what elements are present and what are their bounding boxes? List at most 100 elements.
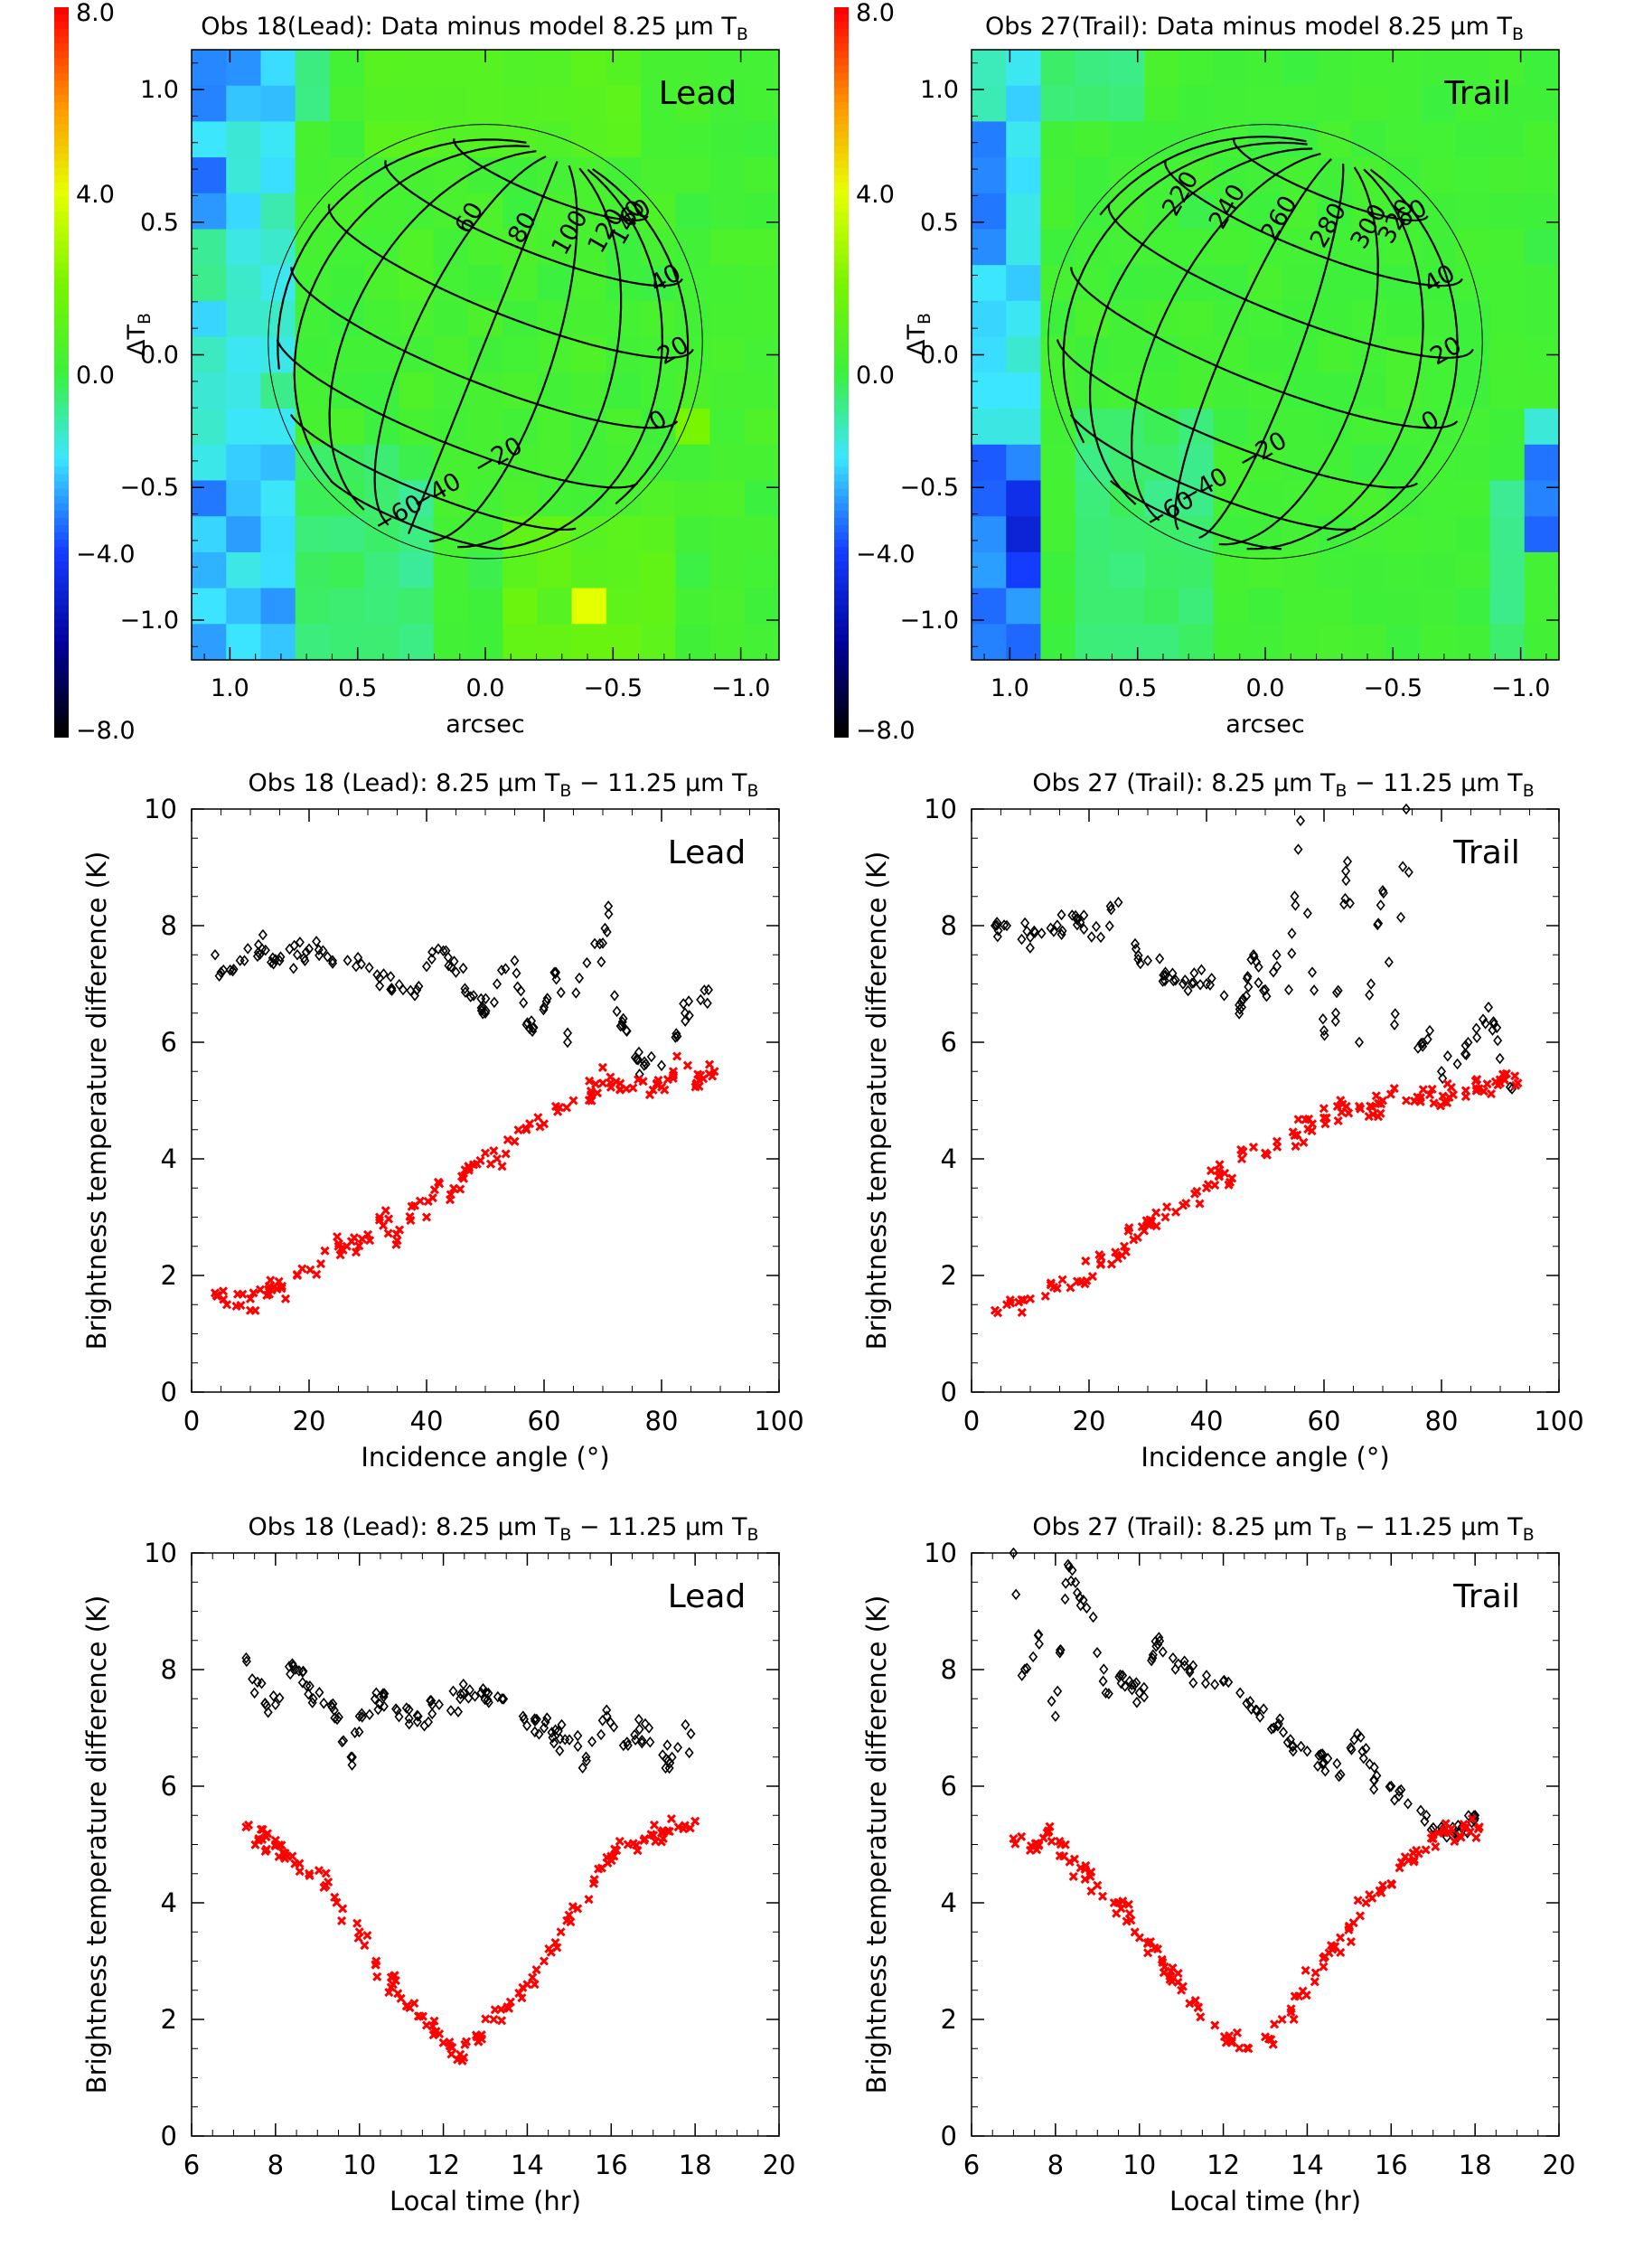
heatmap-cell: [1524, 588, 1560, 625]
heatmap-cell: [1489, 50, 1526, 87]
data-point: [1034, 1638, 1044, 1650]
heatmap-cell: [1179, 588, 1215, 625]
heatmap-cell: [295, 551, 331, 589]
data-point: [1185, 1999, 1195, 2009]
heatmap-cell: [641, 588, 676, 625]
data-point: [1341, 865, 1351, 877]
heatmap-cell: [226, 409, 262, 446]
data-point: [404, 1717, 414, 1730]
heatmap-cell: [295, 85, 331, 123]
heatmap-cell: [260, 121, 296, 158]
data-point: [404, 1703, 414, 1716]
data-point: [262, 1699, 272, 1712]
heatmap-cell: [1421, 551, 1456, 589]
data-point: [1304, 1114, 1314, 1125]
heatmap-cell: [1109, 265, 1145, 302]
heatmap-cell: [1455, 193, 1491, 231]
heatmap-cell: [641, 193, 676, 231]
data-point: [557, 1718, 567, 1731]
data-point: [426, 1694, 436, 1707]
y-tick-label: 0: [161, 1377, 177, 1407]
data-point: [1272, 949, 1282, 961]
data-point: [1120, 1680, 1130, 1692]
data-point: [1094, 1249, 1104, 1260]
data-point: [615, 1836, 624, 1847]
y-tick-label: −1.0: [899, 607, 959, 635]
data-point: [1113, 1897, 1123, 1907]
heatmap-cell: [1524, 551, 1560, 589]
heatmap-cell: [1109, 624, 1145, 661]
heatmap-cell: [606, 516, 642, 553]
latitude-line: [289, 414, 577, 531]
colorbar-tick-label: 8.0: [76, 0, 115, 27]
x-tick-label: −0.5: [1364, 674, 1423, 702]
heatmap-cell: [226, 516, 262, 553]
data-point: [1151, 1208, 1161, 1218]
plot-frame: [971, 808, 1560, 1393]
heatmap-cell: [295, 624, 331, 661]
heatmap-cell: [1144, 50, 1180, 87]
heatmap-cell: [606, 300, 642, 338]
red-series: [990, 1068, 1523, 1318]
heatmap-cell: [1144, 372, 1180, 409]
data-point: [1169, 974, 1179, 987]
data-point: [1349, 1734, 1359, 1746]
data-point: [681, 1718, 690, 1731]
data-point: [1153, 1638, 1163, 1651]
colorbar-tick-label: 4.0: [856, 181, 895, 209]
heatmap-cell: [709, 85, 746, 123]
data-point: [253, 946, 263, 958]
data-point: [464, 1692, 474, 1704]
data-point: [444, 959, 454, 972]
data-point: [1183, 984, 1193, 997]
data-point: [297, 1666, 307, 1679]
data-point: [1132, 1232, 1142, 1243]
data-point: [1219, 2031, 1229, 2042]
heatmap-cell: [433, 193, 469, 231]
data-point: [1017, 1831, 1027, 1841]
heatmap-cell: [1421, 229, 1456, 266]
data-point: [1147, 1654, 1157, 1667]
heatmap-cell: [1247, 336, 1283, 373]
heatmap-cell: [1385, 624, 1422, 661]
data-point: [662, 1739, 672, 1751]
data-point: [1336, 1933, 1346, 1943]
heatmap-cell: [1421, 336, 1456, 373]
heatmap-cell: [1006, 551, 1042, 589]
heatmap-cell: [744, 516, 780, 553]
data-point: [257, 1677, 267, 1689]
data-point: [1155, 1635, 1165, 1647]
data-point: [1375, 1886, 1385, 1896]
heatmap-cell: [467, 265, 503, 302]
heatmap-cell: [295, 516, 331, 553]
heatmap-cell: [537, 85, 573, 123]
data-point: [1238, 1146, 1248, 1156]
data-point: [280, 1294, 291, 1303]
data-point: [255, 1285, 265, 1294]
heatmap-cell: [1351, 444, 1387, 482]
x-tick-label: 16: [1375, 2150, 1408, 2180]
y-tick-label: 4: [941, 1143, 957, 1174]
data-point: [492, 978, 502, 990]
annotation-label: Lead: [668, 834, 746, 871]
data-point: [1122, 1916, 1132, 1926]
data-point: [1179, 1655, 1189, 1667]
data-point: [1262, 990, 1272, 1002]
data-point: [694, 1076, 704, 1086]
x-tick-label: 20: [293, 1406, 326, 1436]
heatmap-cell: [364, 85, 400, 123]
data-point: [1056, 928, 1066, 941]
data-point: [459, 2053, 469, 2063]
heatmap-panel-2: 8.0 4.0 0.0 −4.0 −8.0 ΔTB 1.0 1.0 0.5 0.5 0.0 0.0 −0…: [834, 0, 1560, 745]
data-point: [243, 943, 253, 955]
data-point: [453, 1706, 464, 1717]
heatmap-cell: [1109, 551, 1145, 589]
data-point: [1037, 927, 1047, 939]
data-point: [333, 1232, 343, 1242]
heatmap-cell: [641, 157, 676, 194]
data-point: [992, 917, 1002, 928]
data-point: [1418, 1037, 1428, 1049]
data-point: [241, 1652, 251, 1664]
x-tick-label: −1.0: [1491, 674, 1551, 702]
data-point: [630, 1728, 640, 1741]
